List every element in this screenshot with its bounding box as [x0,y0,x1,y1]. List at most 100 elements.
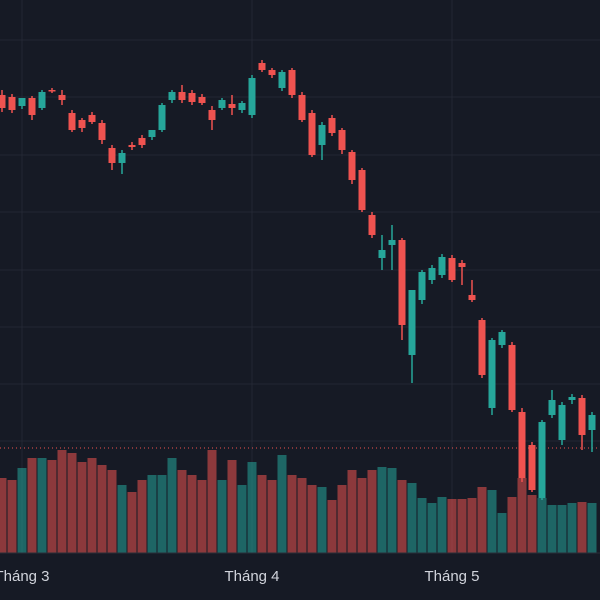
candle-body [38,92,46,108]
candle-body [58,95,66,100]
candle-body [518,412,526,478]
volume-bar [147,475,157,553]
volume-bar [327,500,337,553]
volume-bar [97,465,107,553]
volume-bar [467,498,477,553]
candle-body [508,345,516,410]
candle-body [78,120,86,128]
x-tick-label: Tháng 4 [224,568,279,585]
candle-body [268,70,276,75]
volume-bar [387,468,397,553]
volume-bar [217,480,227,553]
candle-body [438,257,446,275]
volume-bar [47,460,57,553]
volume-bar [347,470,357,553]
volume-bar [377,467,387,553]
candle-body [158,105,166,130]
candle-body [328,118,336,133]
volume-bar [557,505,567,553]
candle-body [178,92,186,100]
volume-bar [397,480,407,553]
volume-bar [117,485,127,553]
plot [0,0,600,553]
candle-body [478,320,486,375]
candle-body [108,148,116,163]
volume-bar [457,499,467,553]
volume-bar [177,470,187,553]
volume-bar [157,475,167,553]
candle-body [458,263,466,267]
volume-bar [507,497,517,553]
candle-body [488,340,496,408]
candle-body [48,90,56,92]
candle-body [88,115,96,122]
candle-body [288,70,296,95]
candle-body [428,268,436,280]
candle-body [398,240,406,325]
volume-bar [7,480,17,553]
volume-bar [87,458,97,553]
candle-body [348,152,356,180]
volume-bar [297,478,307,553]
candle-body [528,445,536,490]
candle-body [18,98,26,106]
candle-body [338,130,346,150]
volume-bar [247,462,257,553]
candle-body [98,123,106,140]
candle-body [418,272,426,300]
candle-body [548,400,556,415]
candle-body [278,72,286,88]
volume-bar [257,475,267,553]
candle-body [578,398,586,435]
x-tick-label: Tháng 5 [424,568,479,585]
candle-body [148,130,156,137]
candle-body [118,153,126,163]
candle-body [8,97,16,110]
candle-body [298,95,306,120]
candle-body [248,78,256,115]
volume-bar [477,487,487,553]
volume-bar [67,453,77,553]
volume-bar [267,480,277,553]
candle-body [358,170,366,210]
candle-body [258,63,266,70]
candle-body [238,103,246,110]
volume-bar [307,485,317,553]
volume-bar [357,478,367,553]
volume-bar [57,450,67,553]
candle-body [68,113,76,130]
volume-bar [237,485,247,553]
candle-body [198,97,206,103]
x-tick-label: Tháng 3 [0,568,50,585]
volume-bar [0,478,7,553]
volume-bar [367,470,377,553]
candle-body [408,290,416,355]
volume-bar [127,492,137,553]
volume-bar [17,468,27,553]
candle-body [568,397,576,400]
candle-body [218,100,226,108]
candle-body [448,258,456,280]
volume-bar [197,480,207,553]
volume-bar [567,503,577,553]
volume-bar [207,450,217,553]
volume-bar [587,503,597,553]
candle-body [0,95,6,108]
volume-bar [527,495,537,553]
volume-bar [537,498,547,553]
volume-bar [517,478,527,553]
volume-bar [577,502,587,553]
volume-bar [437,497,447,553]
volume-bar [77,462,87,553]
volume-bar [317,487,327,553]
candle-body [318,125,326,145]
volume-bar [167,458,177,553]
volume-bar [447,499,457,553]
volume-bar [547,505,557,553]
volume-bar [27,458,37,553]
candle-body [368,215,376,235]
volume-bar [37,458,47,553]
candle-body [468,295,476,300]
